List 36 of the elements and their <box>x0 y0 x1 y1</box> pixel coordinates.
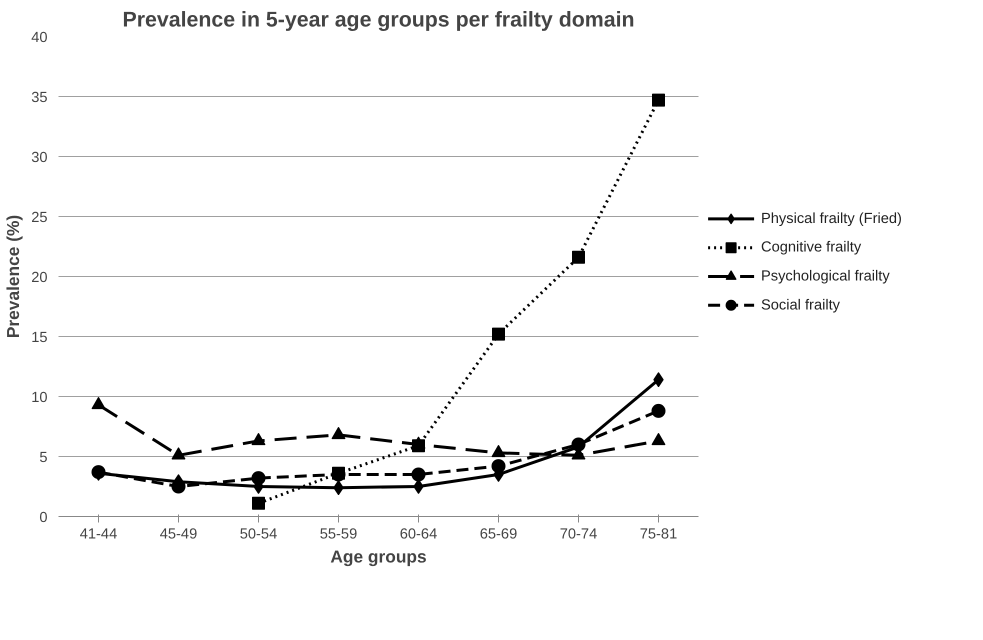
x-tick-label: 75-81 <box>640 526 678 542</box>
y-axis-title: Prevalence (%) <box>3 214 24 338</box>
y-tick-label: 5 <box>39 450 48 466</box>
legend-label: Psychological frailty <box>761 268 890 284</box>
x-tick-label: 60-64 <box>400 526 438 542</box>
point <box>652 404 666 418</box>
point <box>412 468 426 482</box>
x-tick-label: 55-59 <box>320 526 358 542</box>
x-tick-label: 65-69 <box>480 526 518 542</box>
y-tick-label: 40 <box>31 30 48 46</box>
chart-title: Prevalence in 5-year age groups per frailty domain <box>122 8 635 32</box>
point <box>492 459 506 474</box>
y-tick-label: 30 <box>31 150 48 166</box>
x-tick-label: 70-74 <box>560 526 598 542</box>
y-tick-label: 0 <box>39 510 48 526</box>
y-tick-label: 20 <box>31 270 48 286</box>
point <box>652 94 665 107</box>
point <box>252 496 265 510</box>
y-tick-label: 15 <box>31 330 48 346</box>
point <box>653 372 664 388</box>
legend-label: Physical frailty (Fried) <box>761 210 902 227</box>
point <box>572 438 586 452</box>
legend-label: Cognitive frailty <box>761 240 862 256</box>
y-tick-label: 35 <box>31 90 48 106</box>
x-axis-title: Age groups <box>330 546 427 566</box>
x-tick-label: 45-49 <box>160 526 198 542</box>
y-tick-label: 10 <box>31 390 48 406</box>
point <box>572 250 585 264</box>
y-tick-label: 25 <box>31 210 48 226</box>
x-tick-label: 41-44 <box>80 526 118 542</box>
x-tick-label: 50-54 <box>240 526 278 542</box>
point <box>333 480 344 496</box>
point <box>252 471 266 486</box>
point <box>492 328 505 341</box>
point <box>413 479 424 494</box>
legend-label: Social frailty <box>761 297 841 314</box>
